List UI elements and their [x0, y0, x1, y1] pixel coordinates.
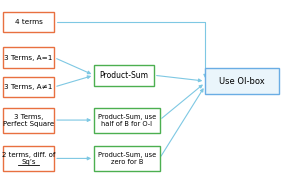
FancyBboxPatch shape [94, 146, 160, 171]
Text: Sq’s: Sq’s [21, 159, 36, 165]
FancyBboxPatch shape [3, 12, 54, 32]
FancyBboxPatch shape [205, 68, 279, 94]
Text: 4 terms: 4 terms [15, 19, 42, 25]
Text: 3 Terms, A=1: 3 Terms, A=1 [4, 55, 53, 61]
FancyBboxPatch shape [3, 77, 54, 97]
Text: 3 Terms, A≠1: 3 Terms, A≠1 [4, 84, 53, 90]
Text: Product-Sum, use
zero for B: Product-Sum, use zero for B [98, 152, 156, 165]
Text: 3 Terms,
Perfect Square: 3 Terms, Perfect Square [3, 114, 54, 127]
FancyBboxPatch shape [94, 65, 154, 85]
FancyBboxPatch shape [94, 108, 160, 133]
FancyBboxPatch shape [3, 146, 54, 171]
FancyBboxPatch shape [3, 108, 54, 133]
Text: 2 terms, diff. of: 2 terms, diff. of [2, 152, 55, 158]
Text: Use OI-box: Use OI-box [219, 77, 265, 86]
Text: Product-Sum, use
half of B for O-I: Product-Sum, use half of B for O-I [98, 114, 156, 127]
FancyBboxPatch shape [3, 47, 54, 68]
Text: Product-Sum: Product-Sum [99, 71, 148, 80]
